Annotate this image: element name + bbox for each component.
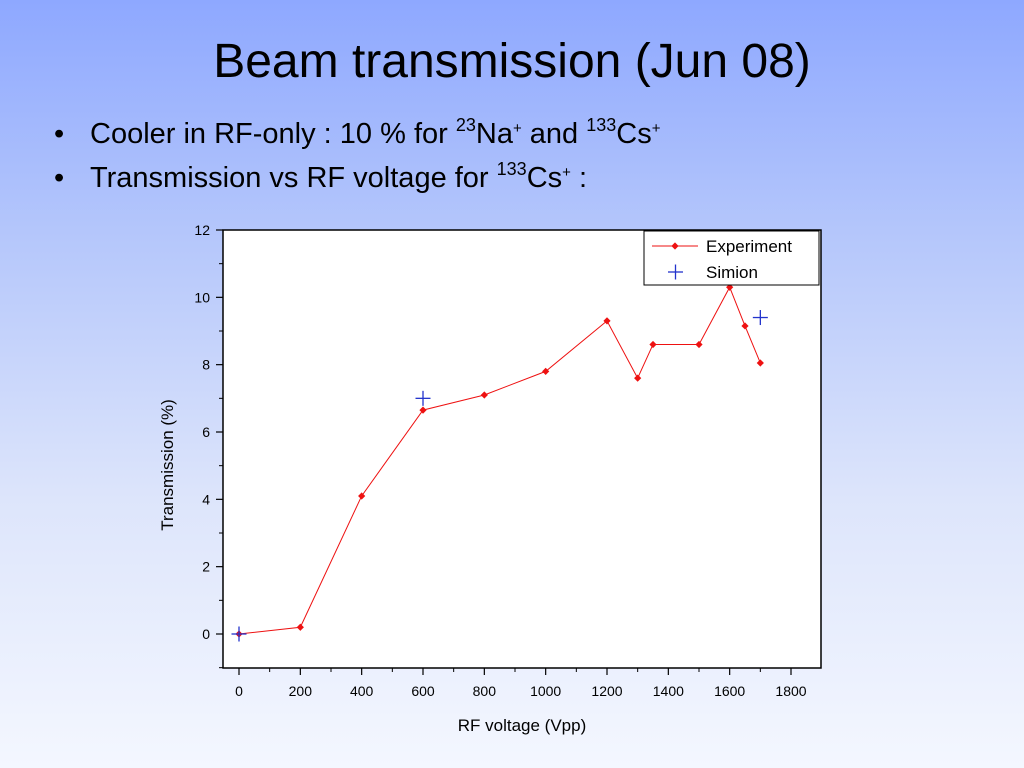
y-tick-label: 8: [202, 357, 210, 373]
data-point: [756, 359, 764, 367]
legend-box: [643, 230, 820, 286]
plot-area: [222, 229, 822, 669]
isotope-mass-cs: 133: [586, 115, 617, 135]
charge-na: +: [512, 120, 522, 137]
data-point: [752, 310, 768, 326]
x-tick-label: 1000: [530, 683, 561, 699]
data-point: [419, 406, 427, 414]
data-point: [231, 626, 247, 642]
data-point: [358, 492, 366, 500]
x-tick-label: 0: [235, 683, 243, 699]
legend-item-experiment: Experiment: [652, 237, 792, 256]
y-tick-label: 0: [202, 626, 210, 642]
x-axis-label: RF voltage (Vpp): [458, 716, 587, 735]
y-tick-label: 10: [194, 289, 210, 305]
y-tick-label: 4: [202, 491, 210, 507]
data-point: [695, 340, 703, 349]
x-tick-label: 1600: [714, 683, 745, 699]
x-tick-label: 1200: [591, 683, 622, 699]
x-tick-label: 200: [289, 683, 313, 699]
bullet-1-middle: and: [521, 118, 587, 150]
data-point: [542, 367, 550, 375]
x-tick-label: 400: [350, 683, 374, 699]
y-axis-label: Transmission (%): [158, 399, 177, 531]
data-point: [296, 623, 304, 631]
isotope-mass-na: 23: [455, 115, 476, 135]
y-tick-label: 6: [202, 424, 210, 440]
axes: 0 200 400 600 800 1000 1200 1400 1600 1800 0 2 4 6 8 10…: [194, 222, 806, 699]
bullet-2-prefix: Transmission vs RF voltage for: [90, 162, 497, 194]
bullet-list: Cooler in RF-only : 10 % for 23Na+ and 1…: [50, 112, 661, 200]
series-simion: [231, 310, 768, 642]
y-tick-label: 12: [194, 222, 210, 238]
x-tick-label: 800: [473, 683, 497, 699]
x-tick-label: 600: [411, 683, 435, 699]
element-cs: Cs: [616, 118, 652, 150]
bullet-2-suffix: :: [570, 162, 588, 194]
legend: Experiment Simion: [643, 230, 820, 286]
x-tick-label: 1400: [653, 683, 684, 699]
legend-label: Simion: [706, 263, 758, 282]
y-tick-label: 2: [202, 559, 210, 575]
charge-cs: +: [651, 120, 661, 137]
bullet-transmission-vs-rf: Transmission vs RF voltage for 133Cs+ :: [50, 156, 661, 200]
slide-title: Beam transmission (Jun 08): [213, 35, 811, 88]
series-experiment: [235, 283, 764, 638]
bullet-cooler-rf-only: Cooler in RF-only : 10 % for 23Na+ and 1…: [50, 112, 661, 156]
charge-cs-2: +: [562, 164, 571, 181]
transmission-chart: 0 200 400 600 800 1000 1200 1400 1600 1800 0 2 4 6 8 10…: [158, 222, 822, 735]
element-cs-2: Cs: [526, 162, 563, 194]
data-point: [649, 340, 657, 349]
element-na: Na: [475, 118, 513, 150]
data-point: [480, 391, 488, 399]
bullet-1-prefix: Cooler in RF-only : 10 % for: [90, 118, 456, 150]
data-point: [603, 317, 611, 325]
data-point: [634, 374, 642, 382]
isotope-mass-cs-2: 133: [496, 159, 527, 179]
series-layer: [231, 283, 768, 642]
data-point: [415, 390, 431, 406]
x-tick-label: 1800: [775, 683, 806, 699]
legend-label: Experiment: [706, 237, 792, 256]
data-point: [741, 322, 749, 330]
legend-item-simion: Simion: [668, 263, 758, 282]
